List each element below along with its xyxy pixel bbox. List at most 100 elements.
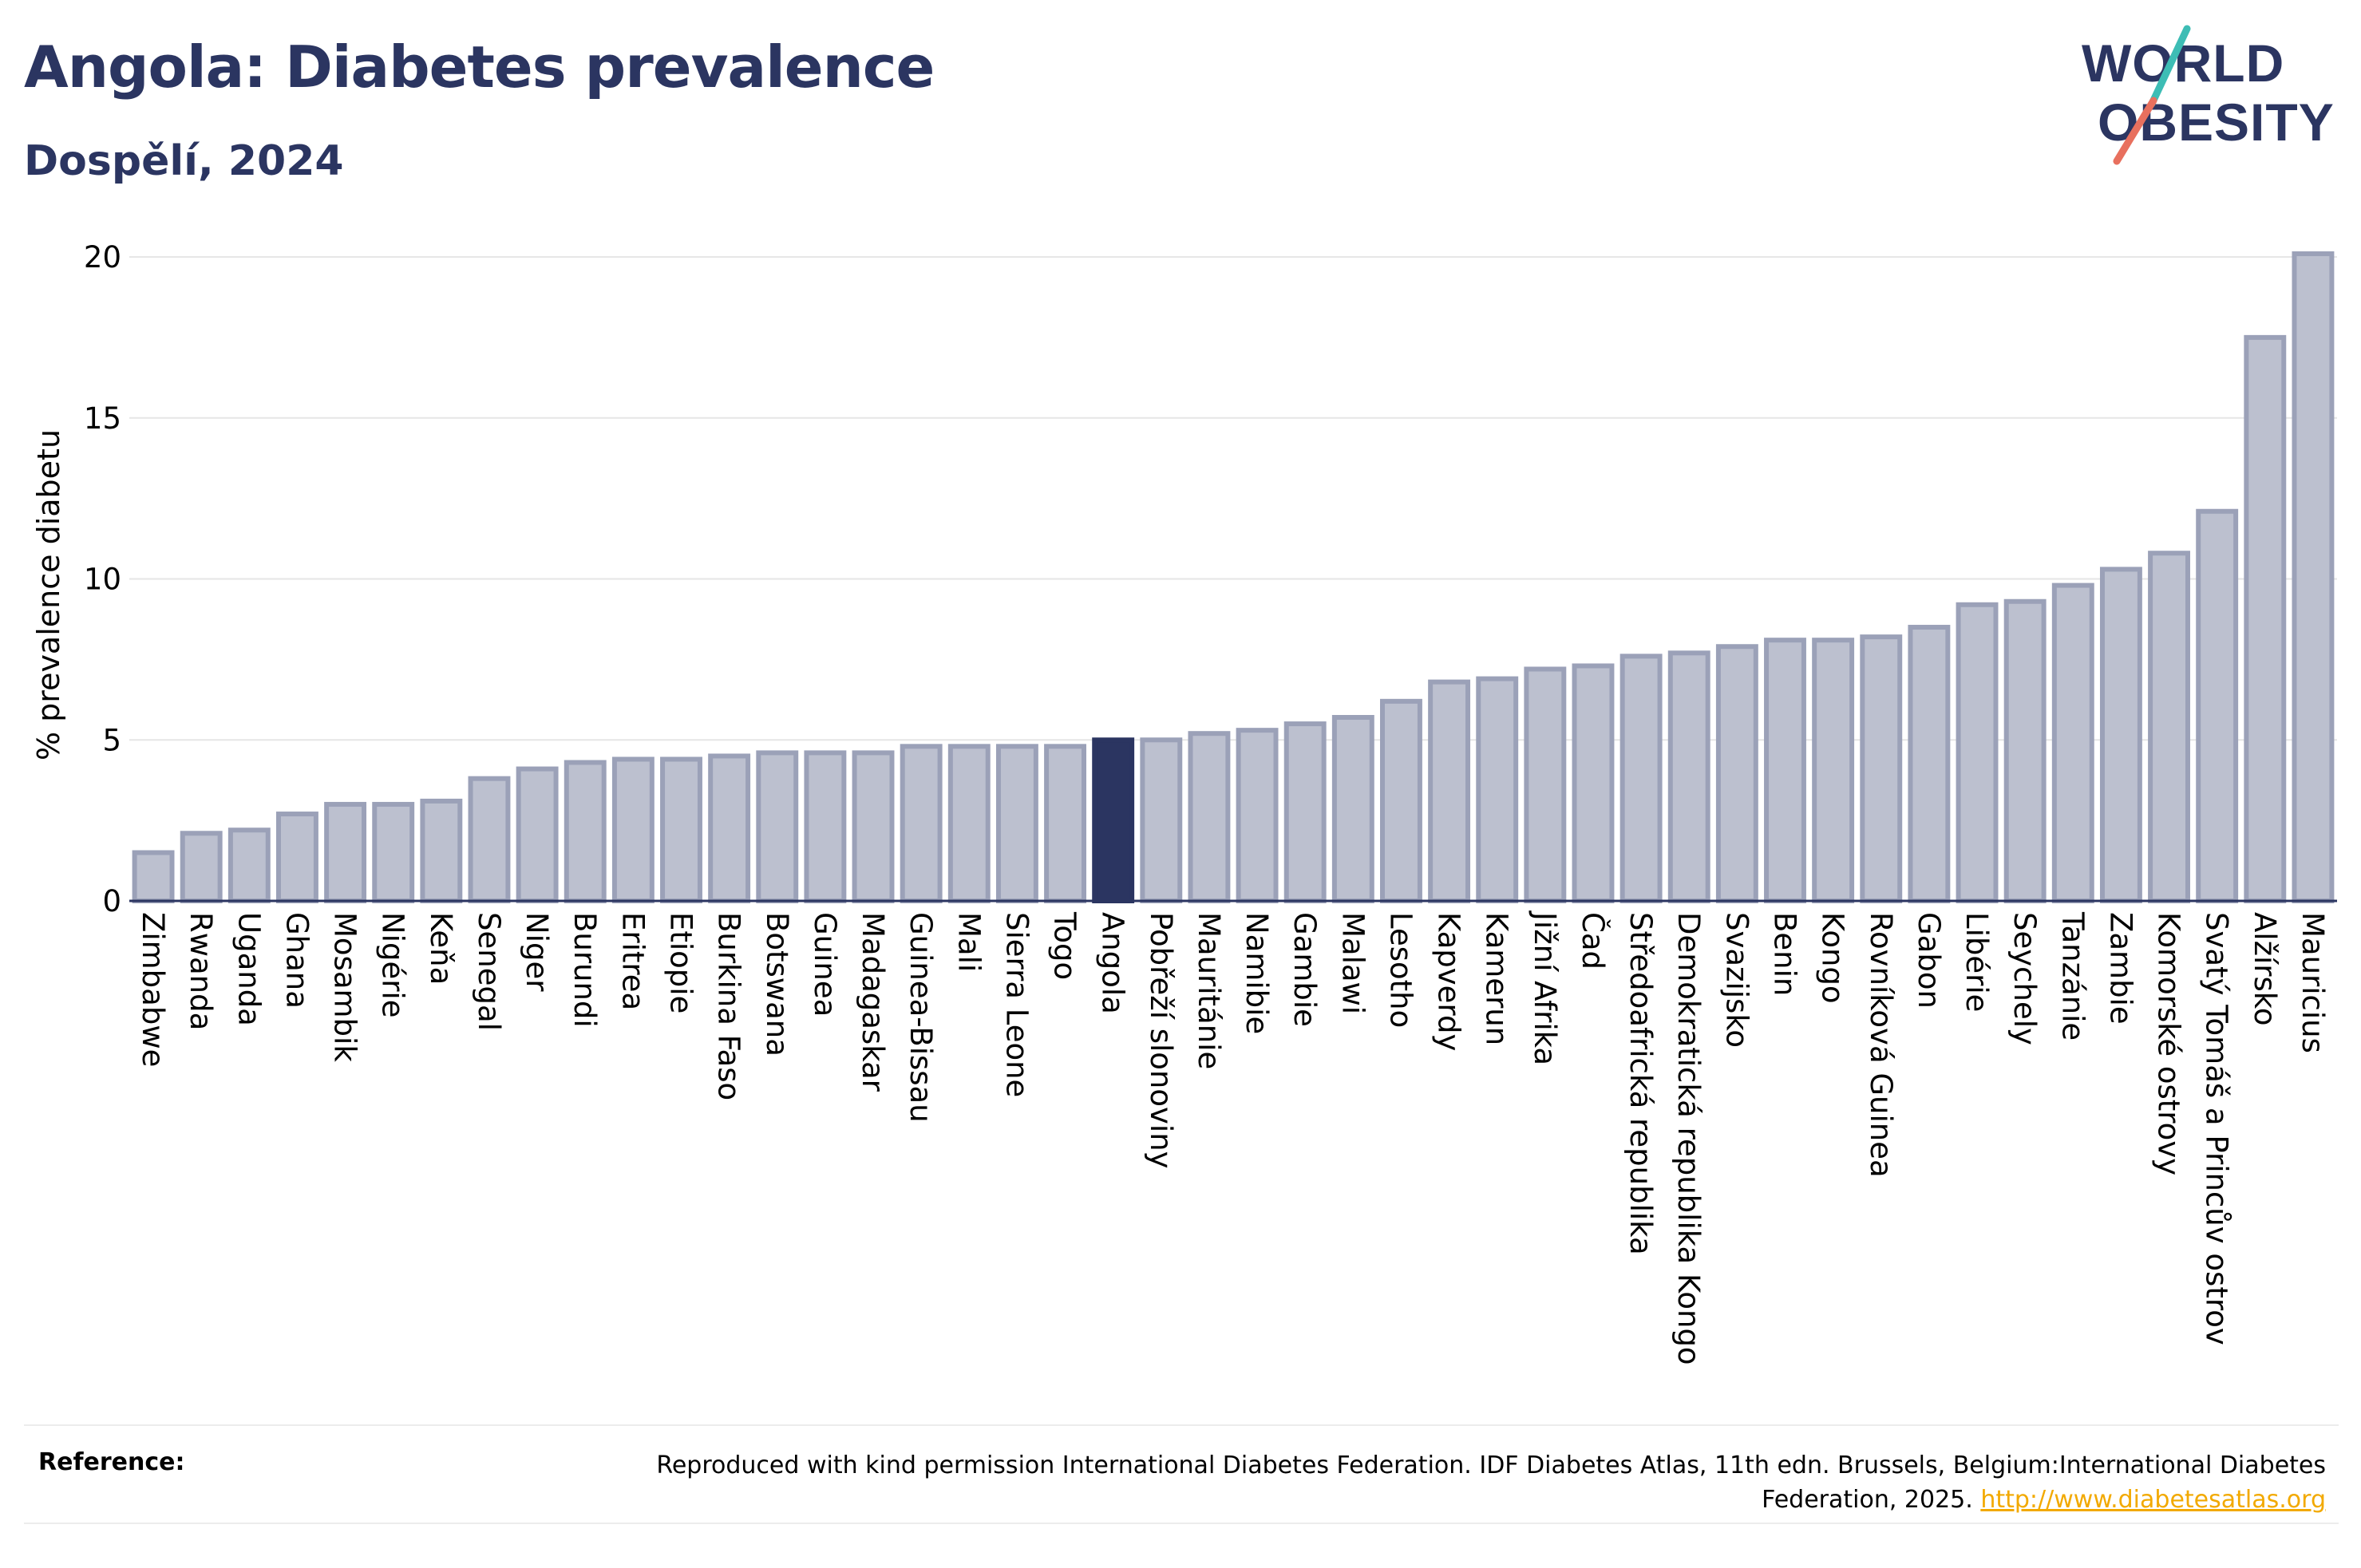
bar-st-edoafrick-republika [1619, 654, 1663, 904]
bar-lib-rie [1956, 602, 1999, 904]
reference-text: Reproduced with kind permission Internat… [656, 1451, 2326, 1514]
x-tick-label: Svatý Tomáš a Princův ostrov [2200, 912, 2234, 1345]
x-tick-label: Angola [1096, 912, 1130, 1014]
x-tick-label: Namibie [1240, 912, 1274, 1034]
bar-rwanda [180, 831, 223, 904]
y-tick-label: 10 [84, 563, 121, 597]
bar-gabon [1908, 625, 1951, 904]
bar-etiopie [660, 756, 702, 904]
x-tick-label: Botswana [760, 912, 794, 1057]
x-tick-label: Etiopie [664, 912, 698, 1013]
bar-mali [947, 744, 991, 903]
x-tick-label: Madagaskar [856, 912, 890, 1092]
x-tick-label: Zimbabwe [136, 912, 170, 1067]
x-tick-label: Středoafrická republika [1623, 912, 1658, 1255]
bar-burundi [564, 760, 607, 903]
footer-divider-bottom [24, 1523, 2339, 1524]
bar-senegal [468, 776, 511, 903]
bar-kamerun [1476, 676, 1519, 904]
reference-text-block: Reproduced with kind permission Internat… [570, 1448, 2326, 1517]
bar-burkina-faso [708, 753, 751, 903]
bar-demokratick-republika-kongo [1667, 650, 1710, 903]
x-tick-label: Mauritánie [1192, 912, 1226, 1069]
bar--ad [1572, 663, 1615, 903]
x-tick-label: Svazijsko [1719, 912, 1754, 1048]
bar-zambie [2099, 567, 2142, 904]
x-tick-label: Kapverdy [1432, 912, 1466, 1051]
x-tick-label: Čad [1576, 912, 1611, 970]
bar-namibie [1236, 728, 1279, 904]
x-tick-label: Malawi [1335, 912, 1370, 1014]
bar-mosambik [324, 801, 367, 904]
x-tick-label: Kamerun [1480, 912, 1514, 1045]
x-tick-label: Jižní Afrika [1528, 910, 1562, 1065]
logo-slash-top [2148, 25, 2191, 108]
x-tick-label: Niger [520, 912, 554, 992]
bar-maurit-nie [1188, 731, 1231, 903]
x-tick-label: Uganda [231, 912, 266, 1026]
bar-pob-e-slonoviny [1140, 737, 1183, 903]
bar-botswana [756, 750, 799, 904]
x-tick-label: Guinea-Bissau [904, 912, 938, 1123]
bar-guinea-bissau [900, 744, 943, 903]
x-tick-label: Burundi [568, 912, 602, 1028]
x-tick-label: Demokratická republika Kongo [1671, 912, 1706, 1365]
footer-divider-top [24, 1424, 2339, 1426]
x-tick-label: Ghana [279, 912, 314, 1009]
x-tick-labels: Zimbabwe Rwanda Uganda Ghana Mosambik Nigérie… [136, 910, 2330, 1365]
y-tick-label: 5 [102, 723, 121, 757]
bar-kapverdy [1428, 679, 1471, 903]
bar-svazijsko [1715, 644, 1758, 903]
x-tick-label: Rwanda [184, 912, 218, 1030]
x-tick-label: Mali [951, 912, 986, 972]
bar-ghana [276, 812, 318, 903]
bar-malawi [1331, 715, 1374, 903]
bar-komorsk-ostrovy [2148, 551, 2190, 903]
world-obesity-logo: WORLD OBESITY [2082, 25, 2334, 165]
y-tick-label: 20 [84, 240, 121, 274]
x-tick-label: Kongo [1816, 912, 1850, 1004]
bar-mauricius [2292, 251, 2335, 903]
x-tick-label: Keňa [424, 912, 458, 985]
bars [132, 251, 2335, 904]
bar-al-rsko [2244, 334, 2287, 903]
bar-svat-tom-a-princ-v-ostrov [2196, 508, 2239, 903]
x-tick-label: Seychely [2007, 912, 2042, 1045]
x-tick-label: Sierra Leone [999, 912, 1034, 1097]
reference-label: Reference: [38, 1448, 185, 1476]
x-tick-label: Senegal [472, 912, 506, 1031]
x-tick-label: Tanzánie [2055, 911, 2090, 1041]
bar-ke-a [420, 798, 463, 903]
bar-chart: 0 5 10 15 20 Zimbabwe Rwanda Uganda Ghana Mosamb… [31, 240, 2337, 1365]
bar-benin [1764, 638, 1806, 903]
bar-angola [1092, 737, 1135, 903]
logo-slash-bottom [2113, 97, 2157, 165]
bar-eritrea [611, 756, 655, 904]
bar-sierra-leone [995, 744, 1038, 903]
x-tick-label: Pobřeží slonoviny [1144, 912, 1178, 1169]
chart-subtitle: Dospělí, 2024 [24, 137, 344, 185]
x-tick-label: Gambie [1287, 912, 1322, 1027]
reference-link[interactable]: http://www.diabetesatlas.org [1980, 1486, 2326, 1514]
chart-title: Angola: Diabetes prevalence [24, 34, 935, 101]
x-tick-label: Nigérie [376, 912, 410, 1017]
bar-seychely [2003, 598, 2047, 903]
bar-tanz-nie [2051, 583, 2094, 903]
bar-madagaskar [852, 750, 895, 904]
x-tick-label: Alžírsko [2248, 912, 2282, 1026]
x-tick-label: Komorské ostrovy [2152, 912, 2186, 1175]
y-tick-labels: 0 5 10 15 20 [84, 240, 121, 918]
bar-nig-rie [372, 801, 415, 904]
bar-rovn-kov-guinea [1860, 634, 1903, 903]
bar-zimbabwe [132, 850, 175, 903]
bar-uganda [227, 827, 271, 903]
y-tick-label: 0 [102, 884, 121, 918]
x-tick-label: Mauricius [2296, 912, 2330, 1053]
x-tick-label: Lesotho [1383, 912, 1418, 1028]
y-axis-label: % prevalence diabetu [31, 429, 66, 760]
bar-togo [1044, 744, 1086, 903]
bar-lesotho [1380, 698, 1422, 904]
bar-niger [516, 766, 559, 903]
bar-ji-n-afrika [1524, 666, 1567, 903]
y-tick-label: 15 [84, 401, 121, 436]
